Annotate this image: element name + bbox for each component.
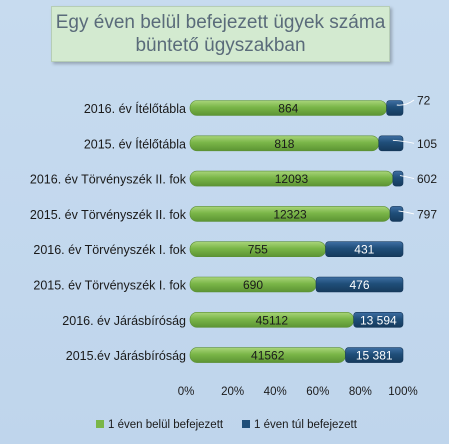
data-label-within-year: 12093 <box>275 172 309 186</box>
data-label-leader-line <box>398 210 415 215</box>
category-label: 2016. év Törvényszék II. fok <box>30 173 187 187</box>
bar-over-year <box>392 170 404 187</box>
x-tick-label: 60% <box>306 386 329 398</box>
data-label-over-year: 105 <box>417 137 437 151</box>
x-tick-label: 100% <box>388 386 417 398</box>
bar-over-year <box>325 241 404 257</box>
x-tick-label: 20% <box>221 386 244 398</box>
x-tick-label: 40% <box>264 386 287 398</box>
legend-swatch-within-year <box>96 420 104 428</box>
bar-over-year <box>353 311 404 328</box>
data-label-within-year: 690 <box>243 278 263 292</box>
data-label-over-year: 476 <box>350 278 370 292</box>
category-label: 2015. év Törvényszék II. fok <box>30 208 187 222</box>
legend-label-within-year: 1 éven belül befejezett <box>108 419 224 431</box>
data-label-leader-line <box>399 175 415 180</box>
legend-label-over-year: 1 éven túl befejezett <box>254 419 358 431</box>
data-label-within-year: 41562 <box>251 349 285 363</box>
category-label: 2015.év Járásbíróság <box>66 349 186 363</box>
bar-over-year <box>386 100 404 116</box>
bar-over-year <box>345 347 404 363</box>
category-label: 2015. év Törvényszék I. fok <box>33 279 186 293</box>
data-label-within-year: 818 <box>274 137 294 151</box>
category-label: 2015. év Ítélőtábla <box>84 136 186 151</box>
data-label-over-year: 72 <box>417 94 431 108</box>
data-label-within-year: 755 <box>248 243 268 257</box>
data-label-over-year: 431 <box>354 243 374 257</box>
data-label-over-year: 602 <box>417 172 437 186</box>
bar-over-year <box>378 135 404 152</box>
data-label-over-year: 13 594 <box>360 313 397 327</box>
chart-title: Egy éven belül befejezett ügyek száma bü… <box>51 6 390 62</box>
category-label: 2016. év Járásbíróság <box>62 314 186 328</box>
x-tick-label: 0% <box>178 386 195 398</box>
data-label-within-year: 12323 <box>273 207 307 221</box>
bar-over-year <box>389 206 404 222</box>
data-label-over-year: 797 <box>417 207 437 221</box>
data-label-leader-line <box>392 139 415 144</box>
legend-swatch-over-year <box>242 420 250 428</box>
data-label-within-year: 45112 <box>256 313 289 327</box>
data-label-within-year: 864 <box>278 102 298 116</box>
bar-over-year <box>315 276 404 293</box>
x-tick-label: 80% <box>349 386 372 398</box>
category-label: 2016. év Ítélőtábla <box>84 101 186 116</box>
category-label: 2016. év Törvényszék I. fok <box>33 243 186 257</box>
data-label-over-year: 15 381 <box>356 349 393 363</box>
data-label-leader-line <box>396 99 415 106</box>
